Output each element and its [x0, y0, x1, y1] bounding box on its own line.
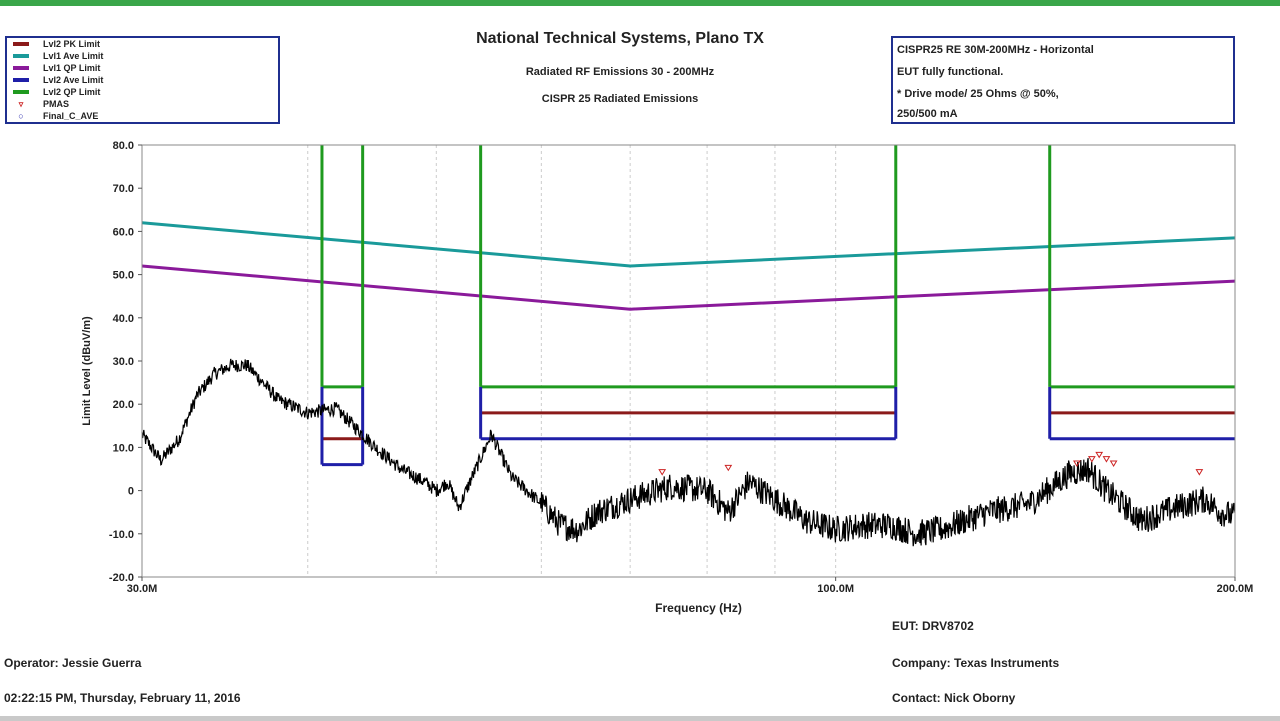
- measured-trace-line: [141, 358, 1236, 547]
- legend-swatch: [13, 42, 29, 46]
- legend-swatch: [13, 90, 29, 94]
- contact-label: Contact: Nick Oborny: [892, 691, 1016, 705]
- y-tick-label: 30.0: [113, 356, 134, 368]
- legend-swatch: [13, 54, 29, 58]
- x-tick-label: 200.0M: [1217, 583, 1254, 595]
- chart-subtitle: Radiated RF Emissions 30 - 200MHz: [525, 66, 715, 78]
- operator-label: Operator: Jessie Guerra: [4, 656, 142, 670]
- pmas-marker: [1087, 456, 1096, 463]
- pmas-marker: [1095, 451, 1104, 459]
- limit-lines: [141, 145, 1236, 467]
- x-tick-label: 30.0M: [127, 583, 158, 595]
- triangle-marker-icon: ▿: [18, 99, 24, 109]
- y-tick-label: 0: [128, 486, 134, 498]
- peak-markers: [658, 451, 1204, 476]
- circle-marker-icon: ○: [18, 111, 24, 121]
- pmas-marker: [1073, 460, 1081, 467]
- lvl1-ave-limit-line: [141, 221, 1236, 268]
- legend-label: Lvl1 Ave Limit: [43, 51, 104, 61]
- info-line: 250/500 mA: [897, 108, 958, 120]
- window-top-accent: [0, 0, 1280, 6]
- y-tick-label: 40.0: [113, 313, 134, 325]
- y-tick-label: -20.0: [109, 572, 134, 584]
- legend-label: Lvl2 PK Limit: [43, 39, 101, 49]
- lvl1-qp-limit-line: [141, 264, 1236, 311]
- pmas-marker: [1195, 469, 1204, 476]
- legend-swatch: [13, 66, 29, 70]
- y-tick-label: 60.0: [113, 226, 134, 238]
- x-tick-label: 100.0M: [817, 583, 854, 595]
- x-axis-ticks: 30.0M 100.0M 200.0M: [127, 577, 1254, 595]
- company-label: Company: Texas Instruments: [892, 656, 1060, 670]
- y-axis-ticks: 80.0 70.0 60.0 50.0 40.0 30.0 20.0 10.0 0 -10.0 -2…: [109, 140, 142, 584]
- x-axis-label: Frequency (Hz): [655, 601, 742, 615]
- pmas-marker: [658, 469, 667, 476]
- grid: [307, 145, 837, 577]
- legend-label: Final_C_AVE: [43, 111, 99, 121]
- legend-label: Lvl2 QP Limit: [43, 87, 101, 97]
- pmas-marker: [1102, 456, 1111, 463]
- test-info-box: CISPR25 RE 30M-200MHz - Horizontal EUT f…: [891, 36, 1235, 124]
- legend-label: Lvl2 Ave Limit: [43, 75, 104, 85]
- info-line: * Drive mode/ 25 Ohms @ 50%,: [897, 88, 1059, 100]
- y-tick-label: -10.0: [109, 529, 134, 541]
- pmas-marker: [1109, 460, 1118, 467]
- legend: Lvl2 PK Limit Lvl1 Ave Limit Lvl1 QP Lim…: [5, 36, 280, 124]
- info-line: EUT fully functional.: [897, 66, 1004, 78]
- y-tick-label: 10.0: [113, 442, 134, 454]
- y-axis-label: Limit Level (dBuV/m): [81, 316, 93, 426]
- window-bottom-bar: [0, 716, 1280, 721]
- plot-frame: [141, 144, 1236, 578]
- y-tick-label: 80.0: [113, 140, 134, 152]
- measured-trace: [141, 358, 1236, 547]
- legend-label: Lvl1 QP Limit: [43, 63, 101, 73]
- y-tick-label: 20.0: [113, 399, 134, 411]
- y-tick-label: 50.0: [113, 270, 134, 282]
- eut-label: EUT: DRV8702: [892, 619, 974, 633]
- legend-swatch: [13, 78, 29, 82]
- chart-title: National Technical Systems, Plano TX: [476, 30, 764, 47]
- datetime-label: 02:22:15 PM, Thursday, February 11, 2016: [4, 691, 241, 705]
- info-line: CISPR25 RE 30M-200MHz - Horizontal: [897, 44, 1094, 56]
- y-tick-label: 70.0: [113, 183, 134, 195]
- pmas-marker: [724, 464, 733, 472]
- chart-subtitle-2: CISPR 25 Radiated Emissions: [541, 93, 699, 105]
- legend-label: PMAS: [43, 99, 70, 109]
